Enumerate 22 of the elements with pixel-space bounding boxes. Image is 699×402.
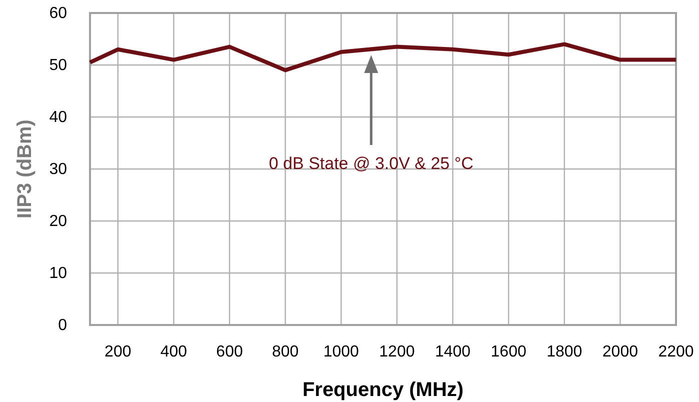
y-axis-title: IIP3 (dBm): [14, 120, 36, 218]
x-tick-label: 1600: [490, 343, 526, 360]
line-series: [88, 42, 678, 72]
y-tick-label: 10: [49, 265, 68, 282]
x-tick-label: 2000: [602, 343, 638, 360]
x-tick-label: 1400: [434, 343, 471, 360]
x-tick-label: 1000: [323, 343, 360, 360]
x-tick-label: 1800: [546, 343, 582, 360]
x-tick-label: 800: [272, 343, 299, 360]
x-tick-label: 200: [104, 343, 132, 360]
y-tick-label: 0: [58, 317, 68, 334]
y-tick-label: 60: [49, 5, 68, 22]
y-tick-label: 40: [49, 109, 68, 126]
x-tick-label: 2200: [658, 343, 694, 360]
x-axis-title: Frequency (MHz): [302, 379, 464, 401]
x-tick-label: 1200: [379, 343, 415, 360]
y-tick-label: 50: [49, 57, 68, 74]
x-tick-label: 600: [216, 343, 243, 360]
y-tick-label: 30: [49, 161, 68, 178]
x-tick-label: 400: [160, 343, 188, 360]
y-tick-label: 20: [49, 213, 68, 230]
annotation: 0 dB State @ 3.0V & 25 °C: [268, 154, 474, 173]
